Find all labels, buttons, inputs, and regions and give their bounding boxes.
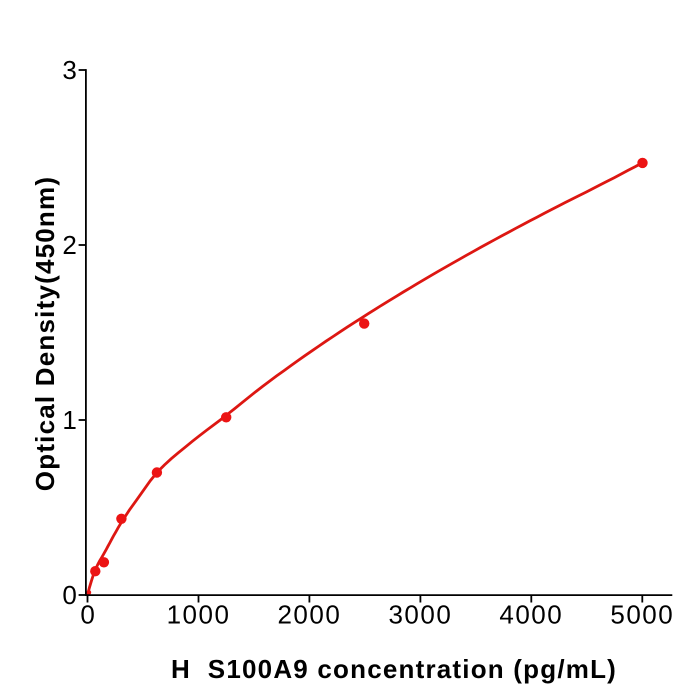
- svg-text:0: 0: [80, 600, 96, 630]
- svg-text:5000: 5000: [610, 600, 674, 630]
- svg-text:2000: 2000: [277, 600, 341, 630]
- svg-text:2: 2: [62, 230, 78, 260]
- svg-text:Optical Density(450nm): Optical Density(450nm): [30, 176, 60, 491]
- svg-text:1: 1: [62, 405, 78, 435]
- svg-text:3: 3: [62, 55, 78, 85]
- svg-text:1000: 1000: [167, 600, 231, 630]
- svg-text:4000: 4000: [499, 600, 563, 630]
- svg-text:0: 0: [62, 580, 78, 610]
- svg-text:H S100A9 concentration (pg/mL: H S100A9 concentration (pg/mL): [171, 654, 617, 684]
- svg-text:3000: 3000: [388, 600, 452, 630]
